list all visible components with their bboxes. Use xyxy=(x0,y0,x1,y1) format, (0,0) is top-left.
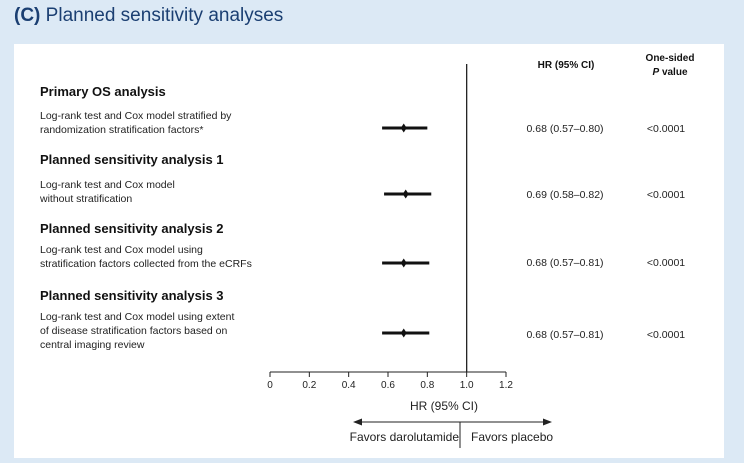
p-value-0: <0.0001 xyxy=(647,123,685,135)
section-title-2: Planned sensitivity analysis 2 xyxy=(40,221,224,236)
method-3-line-0: Log-rank test and Cox model using extent xyxy=(40,311,234,323)
method-0-line-1: randomization stratification factors* xyxy=(40,124,203,136)
chart-marks: 0 0.2 0.4 0.6 0.8 1.0 1.2 xyxy=(267,64,552,448)
section-title-3: Planned sensitivity analysis 3 xyxy=(40,288,224,303)
p-value-3: <0.0001 xyxy=(647,329,685,341)
hr-value-0: 0.68 (0.57–0.80) xyxy=(526,123,603,135)
method-3-line-2: central imaging review xyxy=(40,339,145,351)
x-tick-label-5: 1.0 xyxy=(460,380,474,391)
panel-title: (C) Planned sensitivity analyses xyxy=(14,5,283,27)
favors-right-arrowhead xyxy=(543,418,552,426)
favors-left-label: Favors darolutamide xyxy=(350,430,460,444)
p-column-header-p: P xyxy=(652,67,659,78)
method-2-line-0: Log-rank test and Cox model using xyxy=(40,244,203,256)
forest-plot: HR (95% CI) One-sided P value Primary OS… xyxy=(39,53,695,448)
x-tick-label-6: 1.2 xyxy=(499,380,513,391)
section-title-1: Planned sensitivity analysis 1 xyxy=(40,152,224,167)
panel-letter: (C) xyxy=(14,5,41,26)
x-tick-label-1: 0.2 xyxy=(302,380,316,391)
point-estimate-1 xyxy=(402,189,409,199)
x-tick-label-0: 0 xyxy=(267,380,273,391)
hr-column-header: HR (95% CI) xyxy=(538,60,595,71)
forest-plot-card: HR (95% CI) One-sided P value Primary OS… xyxy=(14,44,724,458)
x-tick-label-3: 0.6 xyxy=(381,380,395,391)
p-value-1: <0.0001 xyxy=(647,189,685,201)
method-3-line-1: of disease stratification factors based … xyxy=(40,325,228,337)
panel-title-text: Planned sensitivity analyses xyxy=(45,5,284,26)
method-2-line-1: stratification factors collected from th… xyxy=(40,258,252,270)
p-value-2: <0.0001 xyxy=(647,257,685,269)
x-tick-label-4: 0.8 xyxy=(420,380,434,391)
favors-left-arrowhead xyxy=(353,418,362,426)
x-tick-label-2: 0.4 xyxy=(342,380,356,391)
x-axis-label: HR (95% CI) xyxy=(410,399,478,413)
method-1-line-1: without stratification xyxy=(39,193,132,205)
hr-value-1: 0.69 (0.58–0.82) xyxy=(526,189,603,201)
point-estimate-3 xyxy=(400,328,407,338)
favors-right-label: Favors placebo xyxy=(471,430,553,444)
section-title-0: Primary OS analysis xyxy=(40,84,166,99)
point-estimate-2 xyxy=(400,258,407,268)
method-1-line-0: Log-rank test and Cox model xyxy=(40,179,175,191)
method-0-line-0: Log-rank test and Cox model stratified b… xyxy=(40,110,232,122)
hr-value-2: 0.68 (0.57–0.81) xyxy=(526,257,603,269)
point-estimate-0 xyxy=(400,123,407,133)
hr-value-3: 0.68 (0.57–0.81) xyxy=(526,329,603,341)
p-column-header-line1: One-sided xyxy=(646,53,695,64)
p-column-header-value: value xyxy=(662,67,688,78)
p-column-header-line2: P value xyxy=(652,67,687,78)
